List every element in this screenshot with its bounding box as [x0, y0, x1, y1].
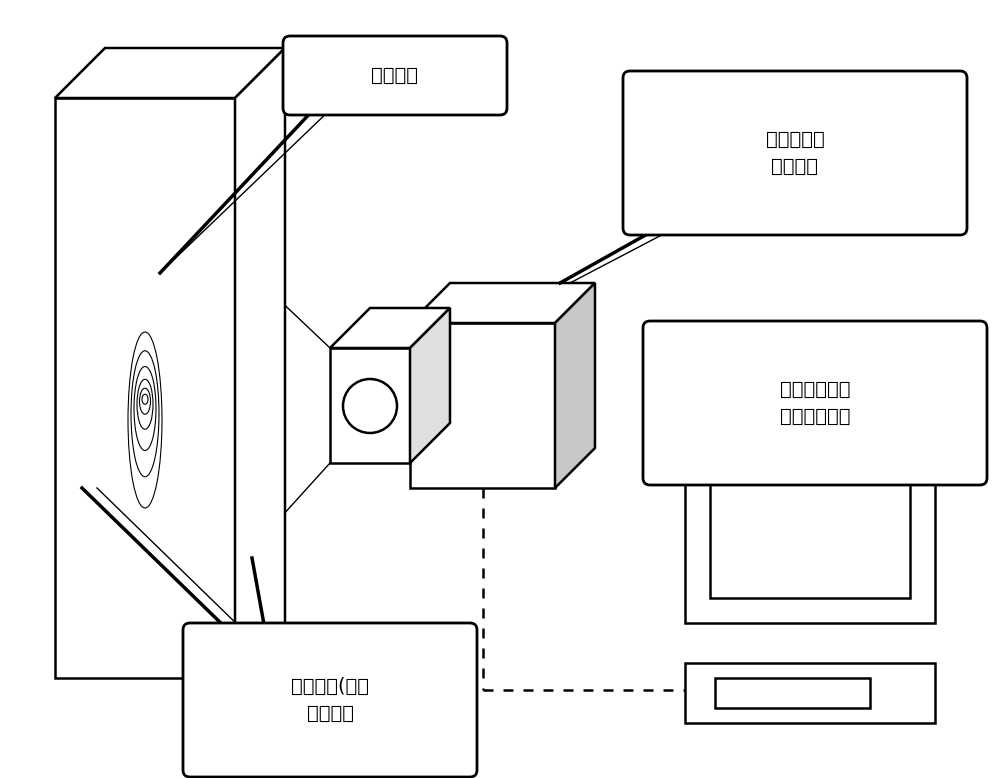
Polygon shape — [685, 358, 935, 623]
Polygon shape — [55, 48, 285, 98]
FancyBboxPatch shape — [643, 321, 987, 485]
FancyBboxPatch shape — [623, 71, 967, 235]
Polygon shape — [330, 348, 410, 463]
Text: 渗漏区域: 渗漏区域 — [372, 66, 418, 85]
FancyBboxPatch shape — [283, 36, 507, 115]
Text: 红外热成像处
理分析处理器: 红外热成像处 理分析处理器 — [780, 380, 850, 426]
Polygon shape — [555, 283, 595, 488]
Text: 红外热成像
摄像装置: 红外热成像 摄像装置 — [766, 130, 824, 176]
Text: 被测物体(墙体
或容器）: 被测物体(墙体 或容器） — [291, 678, 369, 723]
Polygon shape — [710, 383, 910, 598]
Polygon shape — [330, 308, 450, 348]
Polygon shape — [410, 308, 450, 463]
Polygon shape — [235, 48, 285, 678]
Polygon shape — [685, 663, 935, 723]
Polygon shape — [55, 98, 235, 678]
Polygon shape — [715, 678, 870, 708]
Polygon shape — [410, 323, 555, 488]
Polygon shape — [410, 283, 595, 323]
FancyBboxPatch shape — [183, 623, 477, 777]
Circle shape — [343, 379, 397, 433]
